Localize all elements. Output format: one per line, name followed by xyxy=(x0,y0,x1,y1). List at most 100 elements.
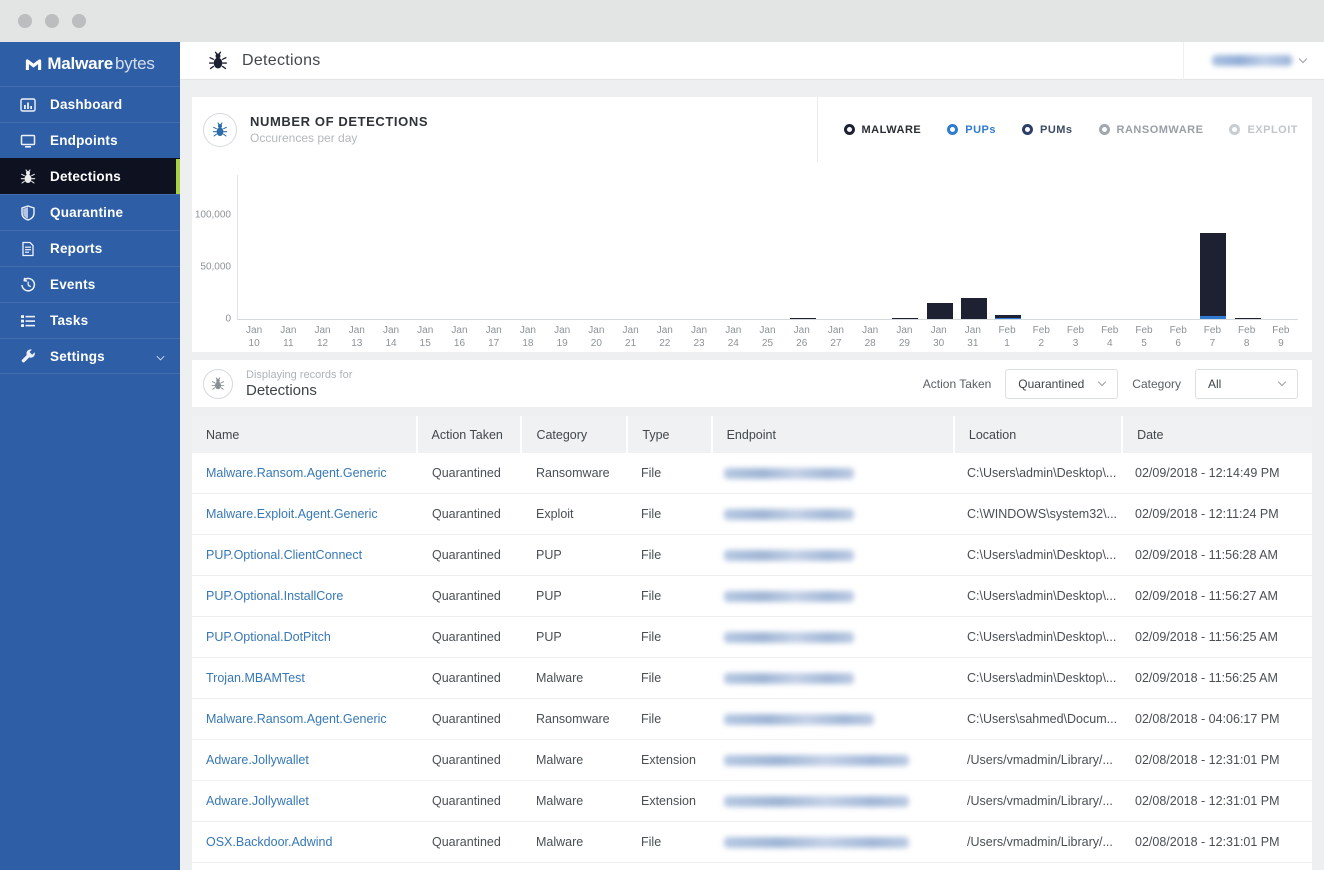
chevron-down-icon xyxy=(1277,377,1287,386)
legend-item-pups[interactable]: PUPs xyxy=(947,124,996,136)
legend-item-pums[interactable]: PUMs xyxy=(1021,124,1073,136)
detections-chart-card: NUMBER OF DETECTIONS Occurences per day … xyxy=(192,97,1312,352)
x-axis-tick: Jan 18 xyxy=(519,325,536,349)
user-menu[interactable] xyxy=(1183,41,1310,80)
window-close-button[interactable] xyxy=(18,14,32,28)
endpoint-link-redacted[interactable] xyxy=(724,631,854,643)
sidebar-item-settings[interactable]: Settings xyxy=(0,338,180,374)
window-maximize-button[interactable] xyxy=(72,14,86,28)
detections-chart: 0 50,000 100,000 xyxy=(195,175,1298,325)
column-header-type[interactable]: Type xyxy=(628,416,711,453)
user-name-redacted xyxy=(1212,55,1292,66)
endpoint-link-redacted[interactable] xyxy=(724,795,909,807)
sidebar-item-label: Events xyxy=(50,277,96,292)
cell-endpoint xyxy=(710,699,953,739)
bar-jan-30[interactable] xyxy=(926,303,953,319)
sidebar-item-dashboard[interactable]: Dashboard xyxy=(0,86,180,122)
sidebar-item-endpoints[interactable]: Endpoints xyxy=(0,122,180,158)
bug-circle-icon xyxy=(203,112,237,147)
cell-name: Malware.Exploit.Agent.Generic xyxy=(192,494,418,534)
cell-date: 02/09/2018 - 11:56:25 AM xyxy=(1135,671,1278,685)
category-value: All xyxy=(1208,376,1222,391)
chart-bar-slot xyxy=(1128,175,1162,319)
table-row: Trojan.MBAMTest Quarantined Malware File C:\… xyxy=(192,658,1312,699)
endpoint-link-redacted[interactable] xyxy=(724,467,854,479)
cell-name: Malware.Ransom.Agent.Generic xyxy=(192,453,418,493)
window-minimize-button[interactable] xyxy=(45,14,59,28)
table-row: PUP.Optional.ClientConnect Quarantined PUP… xyxy=(192,535,1312,576)
endpoint-link-redacted[interactable] xyxy=(724,836,909,848)
cell-endpoint xyxy=(710,740,953,780)
column-header-name[interactable]: Name xyxy=(192,416,416,453)
x-axis-tick: Jan 19 xyxy=(554,325,571,349)
table-row: Adware.Jollywallet Quarantined Malware Exte… xyxy=(192,740,1312,781)
legend-label: RANSOMWARE xyxy=(1116,123,1204,136)
legend-item-exploit[interactable]: EXPLOIT xyxy=(1229,124,1298,136)
detection-name-link[interactable]: PUP.Optional.DotPitch xyxy=(206,630,331,644)
column-header-location[interactable]: Location xyxy=(954,416,1122,453)
chart-bar-slot xyxy=(683,175,717,319)
dashboard-icon xyxy=(20,97,36,113)
cell-date: 02/09/2018 - 12:11:24 PM xyxy=(1135,507,1279,521)
chart-x-axis: Jan 10 Jan 11 Jan 12 Jan 13 Jan 14 Jan 15 Jan 16 Jan 17… xyxy=(237,325,1298,351)
legend-dot xyxy=(947,124,959,135)
action-taken-select[interactable]: Quarantined xyxy=(1005,368,1119,399)
cell-endpoint xyxy=(710,535,953,575)
sidebar: Malware bytes Dashboard Endpoints Detection… xyxy=(0,42,180,870)
bar-jan-26[interactable] xyxy=(789,317,816,319)
endpoint-link-redacted[interactable] xyxy=(724,713,874,725)
bar-segment-malware xyxy=(1234,317,1261,319)
chart-bar-slot xyxy=(443,175,477,319)
detection-name-link[interactable]: PUP.Optional.InstallCore xyxy=(206,589,344,603)
cell-endpoint xyxy=(710,453,953,493)
legend-item-ransomware[interactable]: RANSOMWARE xyxy=(1098,123,1204,136)
legend-item-malware[interactable]: MALWARE xyxy=(843,124,922,136)
detection-name-link[interactable]: Adware.Jollywallet xyxy=(206,794,309,808)
endpoint-link-redacted[interactable] xyxy=(724,549,854,561)
bar-jan-31[interactable] xyxy=(960,298,987,319)
detection-name-link[interactable]: Malware.Exploit.Agent.Generic xyxy=(206,507,378,521)
category-select[interactable]: All xyxy=(1195,368,1298,399)
cell-date: 02/08/2018 - 12:31:01 PM xyxy=(1135,794,1280,808)
sidebar-item-events[interactable]: Events xyxy=(0,266,180,302)
detection-name-link[interactable]: OSX.Backdoor.Adwind xyxy=(206,835,333,849)
cell-name: Malware.Ransom.Agent.Generic xyxy=(192,699,418,739)
sidebar-nav: Dashboard Endpoints Detections Quarantine Re… xyxy=(0,86,180,374)
sidebar-item-reports[interactable]: Reports xyxy=(0,230,180,266)
endpoints-icon xyxy=(20,133,36,149)
bar-feb-1[interactable] xyxy=(995,315,1022,319)
endpoint-link-redacted[interactable] xyxy=(724,754,909,766)
endpoint-link-redacted[interactable] xyxy=(724,672,854,684)
sidebar-item-quarantine[interactable]: Quarantine xyxy=(0,194,180,230)
column-header-endpoint[interactable]: Endpoint xyxy=(712,416,953,453)
detection-name-link[interactable]: Malware.Ransom.Agent.Generic xyxy=(206,712,387,726)
cell-type: File xyxy=(641,589,662,603)
x-axis-tick: Jan 25 xyxy=(759,325,776,349)
sidebar-item-label: Settings xyxy=(50,348,105,364)
detection-name-link[interactable]: Malware.Ransom.Agent.Generic xyxy=(206,466,387,480)
x-axis-tick: Jan 10 xyxy=(246,325,263,349)
cell-category: PUP xyxy=(536,589,562,603)
cell-endpoint xyxy=(710,617,953,657)
bar-jan-29[interactable] xyxy=(892,317,919,319)
detection-name-link[interactable]: PUP.Optional.ClientConnect xyxy=(206,548,363,562)
bar-segment-pups xyxy=(995,317,1022,319)
bar-feb-7[interactable] xyxy=(1200,233,1227,319)
sidebar-item-detections[interactable]: Detections xyxy=(0,158,180,194)
chart-title: NUMBER OF DETECTIONS xyxy=(250,114,429,129)
sidebar-item-tasks[interactable]: Tasks xyxy=(0,302,180,338)
endpoint-link-redacted[interactable] xyxy=(724,590,854,602)
cell-category: Malware xyxy=(536,835,584,849)
endpoint-link-redacted[interactable] xyxy=(724,508,854,520)
bar-segment-malware xyxy=(995,315,1022,318)
detection-name-link[interactable]: Adware.Jollywallet xyxy=(206,753,309,767)
column-header-action-taken[interactable]: Action Taken xyxy=(417,416,521,453)
column-header-category[interactable]: Category xyxy=(522,416,627,453)
detection-name-link[interactable]: Trojan.MBAMTest xyxy=(206,671,305,685)
bug-icon xyxy=(208,51,228,71)
chart-bar-slot xyxy=(1231,175,1265,319)
sidebar-item-label: Detections xyxy=(50,169,122,184)
bar-feb-8[interactable] xyxy=(1234,317,1261,319)
column-header-date[interactable]: Date xyxy=(1123,416,1312,453)
